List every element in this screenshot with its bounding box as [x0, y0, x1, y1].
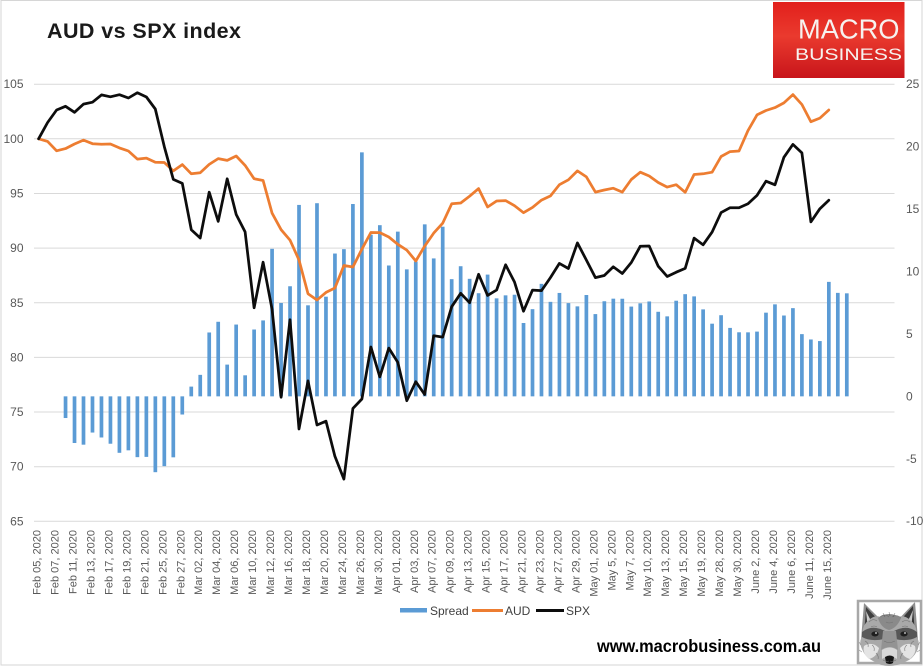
- svg-text:Feb 19, 2020: Feb 19, 2020: [121, 530, 133, 595]
- svg-text:Feb 17, 2020: Feb 17, 2020: [103, 530, 115, 595]
- svg-text:Apr 13, 2020: Apr 13, 2020: [463, 530, 475, 593]
- svg-text:AUD: AUD: [505, 604, 531, 618]
- svg-text:Mar 24, 2020: Mar 24, 2020: [337, 530, 349, 595]
- svg-text:Spread: Spread: [430, 604, 469, 618]
- svg-text:Mar 18, 2020: Mar 18, 2020: [301, 530, 313, 595]
- svg-text:May 01, 2020: May 01, 2020: [588, 530, 600, 597]
- svg-text:15: 15: [906, 202, 920, 216]
- svg-text:Apr 09, 2020: Apr 09, 2020: [445, 530, 457, 593]
- svg-text:75: 75: [10, 405, 24, 419]
- svg-text:0: 0: [906, 389, 913, 403]
- svg-text:70: 70: [10, 460, 24, 474]
- svg-text:Feb 05, 2020: Feb 05, 2020: [32, 530, 44, 595]
- svg-text:May 15, 2020: May 15, 2020: [678, 530, 690, 597]
- svg-text:June 4, 2020: June 4, 2020: [768, 530, 780, 594]
- svg-text:MACRO: MACRO: [798, 14, 900, 45]
- svg-text:90: 90: [10, 241, 24, 255]
- svg-text:Mar 12, 2020: Mar 12, 2020: [265, 530, 277, 595]
- svg-text:May 7, 2020: May 7, 2020: [624, 530, 636, 591]
- svg-text:Mar 30, 2020: Mar 30, 2020: [373, 530, 385, 595]
- svg-text:May 13, 2020: May 13, 2020: [660, 530, 672, 597]
- svg-text:May 28, 2020: May 28, 2020: [714, 530, 726, 597]
- svg-text:Feb 21, 2020: Feb 21, 2020: [139, 530, 151, 595]
- svg-text:105: 105: [3, 77, 23, 91]
- svg-text:5: 5: [906, 327, 913, 341]
- svg-text:Apr 23, 2020: Apr 23, 2020: [535, 530, 547, 593]
- svg-text:May 10, 2020: May 10, 2020: [642, 530, 654, 597]
- svg-text:May 19, 2020: May 19, 2020: [696, 530, 708, 597]
- svg-text:Mar 16, 2020: Mar 16, 2020: [283, 530, 295, 595]
- svg-text:85: 85: [10, 296, 24, 310]
- svg-text:Apr 03, 2020: Apr 03, 2020: [409, 530, 421, 593]
- svg-text:-10: -10: [906, 514, 924, 528]
- svg-text:Mar 02, 2020: Mar 02, 2020: [193, 530, 205, 595]
- svg-text:10: 10: [906, 265, 920, 279]
- svg-text:BUSINESS: BUSINESS: [795, 45, 902, 64]
- svg-text:Mar 20, 2020: Mar 20, 2020: [319, 530, 331, 595]
- svg-text:May 30, 2020: May 30, 2020: [732, 530, 744, 597]
- svg-text:June 6, 2020: June 6, 2020: [786, 530, 798, 594]
- svg-text:Apr 15, 2020: Apr 15, 2020: [481, 530, 493, 593]
- svg-text:AUD vs SPX index: AUD vs SPX index: [47, 19, 241, 43]
- svg-text:SPX: SPX: [566, 604, 590, 618]
- svg-text:Apr 29, 2020: Apr 29, 2020: [570, 530, 582, 593]
- svg-text:Feb 25, 2020: Feb 25, 2020: [157, 530, 169, 595]
- svg-text:Apr 07, 2020: Apr 07, 2020: [427, 530, 439, 593]
- svg-text:65: 65: [10, 514, 24, 528]
- svg-text:Apr 01, 2020: Apr 01, 2020: [391, 530, 403, 593]
- svg-text:-5: -5: [906, 452, 917, 466]
- svg-text:Mar 10, 2020: Mar 10, 2020: [247, 530, 259, 595]
- svg-text:Apr 21, 2020: Apr 21, 2020: [517, 530, 529, 593]
- svg-text:Apr 17, 2020: Apr 17, 2020: [499, 530, 511, 593]
- svg-text:June 11, 2020: June 11, 2020: [804, 530, 816, 599]
- svg-text:80: 80: [10, 350, 24, 364]
- svg-text:www.macrobusiness.com.au: www.macrobusiness.com.au: [596, 636, 821, 656]
- svg-text:Feb 13, 2020: Feb 13, 2020: [86, 530, 98, 595]
- svg-text:20: 20: [906, 140, 920, 154]
- svg-text:Feb 27, 2020: Feb 27, 2020: [175, 530, 187, 595]
- svg-text:Feb 11, 2020: Feb 11, 2020: [68, 530, 80, 594]
- svg-text:100: 100: [3, 132, 23, 146]
- svg-text:Feb 07, 2020: Feb 07, 2020: [50, 530, 62, 595]
- svg-text:Apr 27, 2020: Apr 27, 2020: [552, 530, 564, 593]
- svg-text:Mar 26, 2020: Mar 26, 2020: [355, 530, 367, 595]
- svg-text:May 5, 2020: May 5, 2020: [606, 530, 618, 591]
- svg-text:Mar 04, 2020: Mar 04, 2020: [211, 530, 223, 595]
- svg-text:25: 25: [906, 77, 920, 91]
- svg-text:Mar 06, 2020: Mar 06, 2020: [229, 530, 241, 595]
- svg-text:June 15, 2020: June 15, 2020: [822, 530, 834, 600]
- svg-text:June 2, 2020: June 2, 2020: [750, 530, 762, 594]
- svg-text:95: 95: [10, 187, 24, 201]
